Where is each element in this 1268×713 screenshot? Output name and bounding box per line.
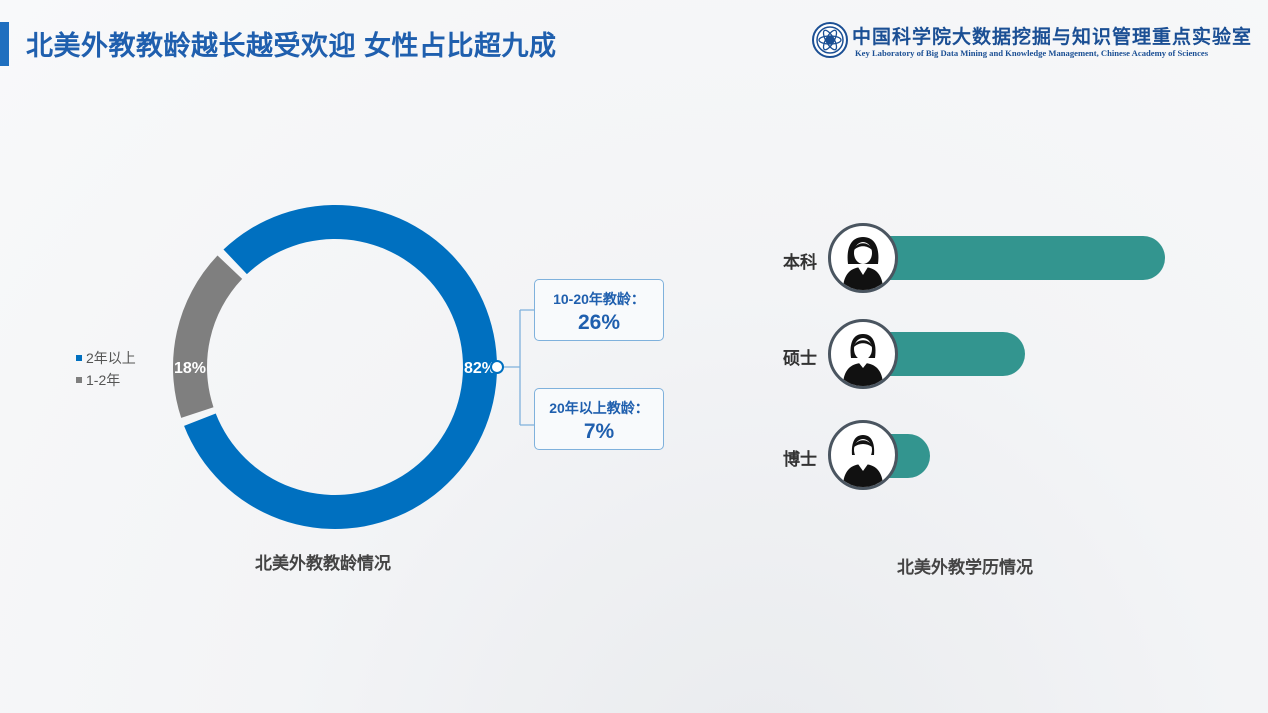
edu-bar-bachelor (888, 236, 1166, 280)
legend-swatch-blue (76, 355, 82, 361)
donut-chart-caption: 北美外教教龄情况 (255, 554, 391, 573)
cas-logo-icon (812, 22, 848, 58)
legend-label: 1-2年 (86, 372, 121, 388)
woman-avatar-icon (828, 420, 898, 490)
donut-slice-1-2-years (173, 255, 243, 418)
donut-label-1-2-years: 18% (174, 360, 206, 377)
edu-label-master: 硕士 (783, 349, 817, 368)
donut-slice-over-2-years (184, 205, 497, 529)
woman-avatar-icon (828, 319, 898, 389)
legend-item-1-2-years: 1-2年 (76, 369, 136, 391)
edu-chart-caption: 北美外教学历情况 (897, 558, 1033, 577)
legend-label: 2年以上 (86, 350, 136, 366)
edu-bar-master (888, 332, 1025, 376)
donut-label-over-2-years: 82% (464, 360, 496, 377)
page-title: 北美外教教龄越长越受欢迎 女性占比超九成 (26, 31, 557, 61)
edu-label-bachelor: 本科 (783, 253, 817, 272)
callout-20-plus-years: 20年以上教龄： 7% (534, 388, 664, 450)
org-name-cn: 中国科学院大数据挖掘与知识管理重点实验室 (852, 26, 1253, 48)
edu-label-phd: 博士 (783, 450, 817, 469)
legend-swatch-gray (76, 377, 82, 383)
callout-label: 10-20年教龄： (553, 291, 645, 307)
woman-avatar-icon (828, 223, 898, 293)
title-accent-bar (0, 22, 9, 66)
callout-label: 20年以上教龄： (549, 400, 649, 416)
callout-10-20-years: 10-20年教龄： 26% (534, 279, 664, 341)
callout-connector-line (497, 309, 534, 426)
donut-legend: 2年以上 1-2年 (76, 347, 136, 391)
callout-value: 7% (583, 420, 615, 443)
org-name-en: Key Laboratory of Big Data Mining and Kn… (855, 48, 1209, 58)
legend-item-over-2-years: 2年以上 (76, 347, 136, 369)
callout-value: 26% (577, 311, 621, 334)
callout-anchor-dot (490, 360, 504, 374)
